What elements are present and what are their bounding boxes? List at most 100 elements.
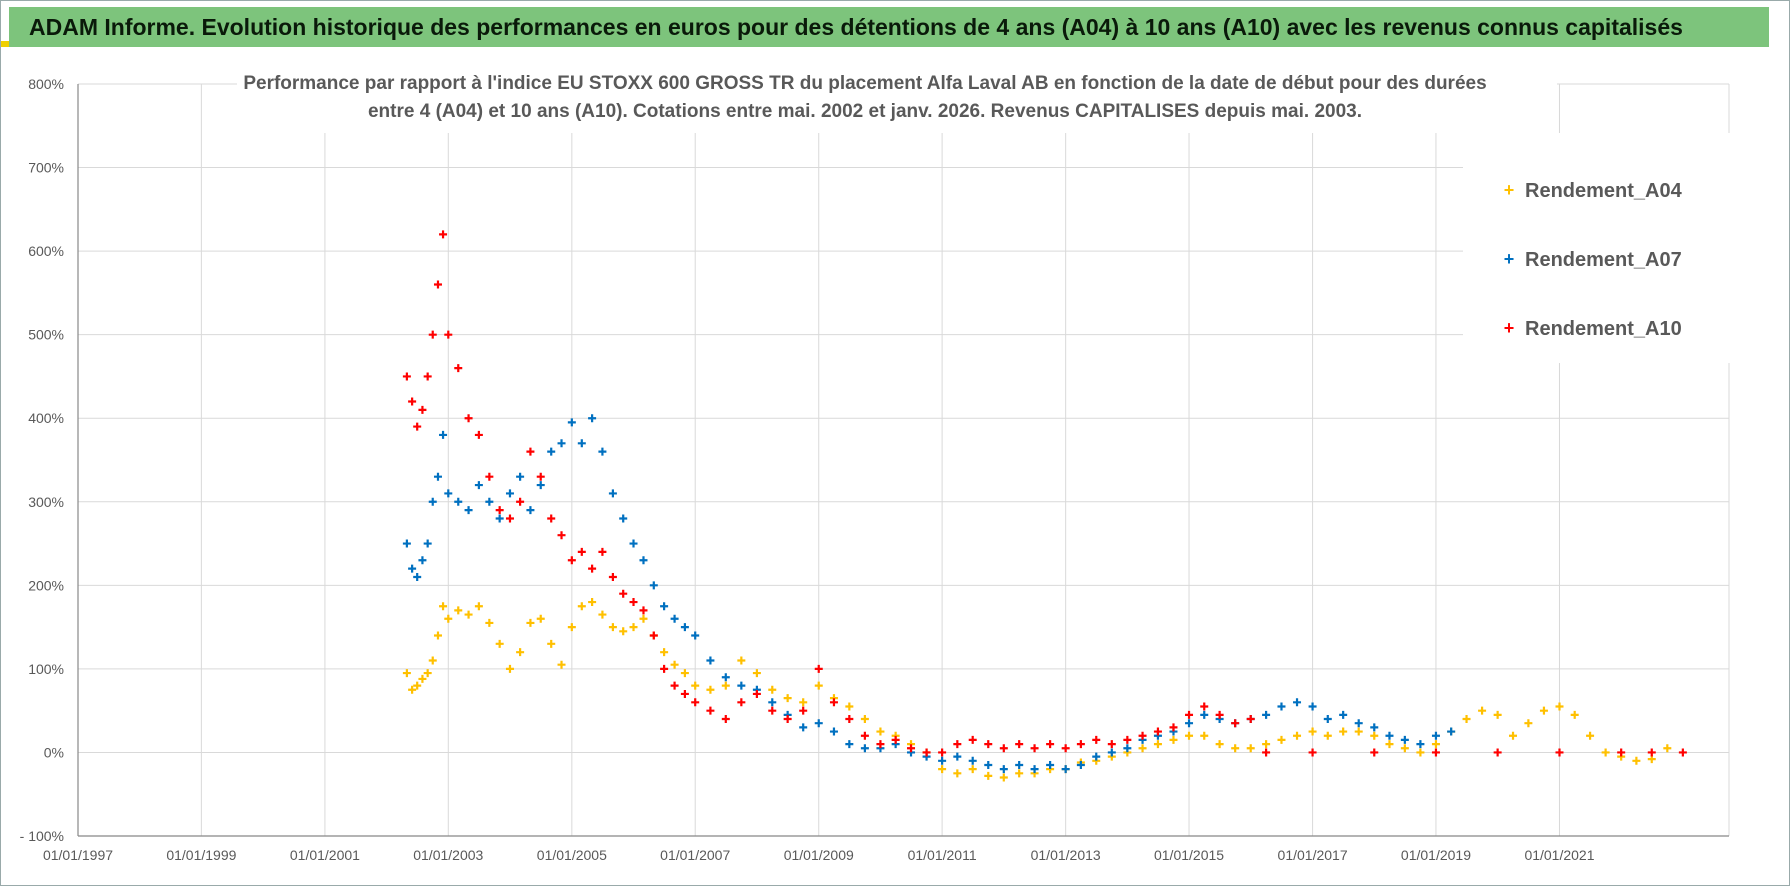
data-point <box>670 681 679 690</box>
data-point <box>598 610 607 619</box>
data-point <box>876 740 885 749</box>
data-point <box>649 581 658 590</box>
data-point <box>557 439 566 448</box>
data-point <box>999 744 1008 753</box>
data-point <box>1015 740 1024 749</box>
data-point <box>1647 755 1656 764</box>
data-point <box>845 715 854 724</box>
legend-item-a10[interactable]: + Rendement_A10 <box>1504 318 1682 340</box>
data-point <box>1169 735 1178 744</box>
data-point <box>505 664 514 673</box>
data-point <box>984 740 993 749</box>
data-point <box>408 685 417 694</box>
data-point <box>1246 744 1255 753</box>
data-point <box>860 731 869 740</box>
data-point <box>1493 748 1502 757</box>
data-point <box>1308 702 1317 711</box>
data-point <box>598 447 607 456</box>
data-point <box>1339 710 1348 719</box>
data-point <box>639 556 648 565</box>
x-tick-label: 01/01/2009 <box>784 847 854 863</box>
data-point <box>1323 715 1332 724</box>
data-point <box>1647 748 1656 757</box>
data-point <box>433 472 442 481</box>
legend-marker-a04: + <box>1504 180 1515 200</box>
data-point <box>639 606 648 615</box>
x-tick-label: 01/01/2015 <box>1154 847 1224 863</box>
data-point <box>608 489 617 498</box>
legend-item-a07[interactable]: + Rendement_A07 <box>1504 249 1682 271</box>
data-point <box>907 744 916 753</box>
data-point <box>860 744 869 753</box>
chart-legend[interactable]: + Rendement_A04 + Rendement_A07 + Rendem… <box>1463 133 1733 363</box>
data-point <box>984 771 993 780</box>
data-point <box>629 539 638 548</box>
data-point <box>691 698 700 707</box>
y-tick-label: 800% <box>28 76 64 92</box>
data-point <box>474 481 483 490</box>
series-a10 <box>402 230 1687 757</box>
data-point <box>526 447 535 456</box>
chart-title-line-1: Performance par rapport à l'indice EU ST… <box>243 73 1486 94</box>
data-point <box>814 719 823 728</box>
data-point <box>1555 748 1564 757</box>
data-point <box>1663 744 1672 753</box>
data-point <box>1015 760 1024 769</box>
data-point <box>1400 735 1409 744</box>
data-point <box>752 689 761 698</box>
data-point <box>660 664 669 673</box>
data-point <box>953 752 962 761</box>
data-point <box>1015 769 1024 778</box>
data-point <box>526 506 535 515</box>
data-point <box>495 514 504 523</box>
data-point <box>474 602 483 611</box>
data-point <box>526 618 535 627</box>
data-point <box>516 472 525 481</box>
y-tick-label: 400% <box>28 410 64 426</box>
data-point <box>1478 706 1487 715</box>
data-point <box>1200 731 1209 740</box>
x-tick-label: 01/01/2005 <box>537 847 607 863</box>
x-axis-tick-labels: 01/01/1997 01/01/1999 01/01/2001 01/01/2003… <box>43 847 1595 863</box>
data-point <box>953 740 962 749</box>
data-point <box>1092 735 1101 744</box>
data-point <box>953 769 962 778</box>
series-a07 <box>402 414 1456 774</box>
data-point <box>829 698 838 707</box>
data-point <box>1385 740 1394 749</box>
data-point <box>428 497 437 506</box>
data-point <box>1215 710 1224 719</box>
data-point <box>1601 748 1610 757</box>
data-point <box>680 623 689 632</box>
data-point <box>768 685 777 694</box>
data-point <box>670 614 679 623</box>
data-point <box>1262 748 1271 757</box>
x-tick-label: 01/01/2019 <box>1401 847 1471 863</box>
data-point <box>1200 710 1209 719</box>
data-point <box>402 669 411 678</box>
data-point <box>1617 748 1626 757</box>
data-point <box>706 656 715 665</box>
legend-label-a04: Rendement_A04 <box>1525 180 1683 202</box>
data-point <box>1138 744 1147 753</box>
data-point <box>639 614 648 623</box>
data-point <box>845 702 854 711</box>
data-point <box>768 706 777 715</box>
data-point <box>799 698 808 707</box>
data-point <box>1046 740 1055 749</box>
x-tick-label: 01/01/1999 <box>166 847 236 863</box>
legend-item-a04[interactable]: + Rendement_A04 <box>1504 180 1683 202</box>
y-tick-label: 0% <box>44 744 64 760</box>
series-a04 <box>402 598 1672 782</box>
data-point <box>1185 731 1194 740</box>
x-tick-label: 01/01/1997 <box>43 847 113 863</box>
data-point <box>1293 731 1302 740</box>
data-point <box>968 735 977 744</box>
data-point <box>783 715 792 724</box>
data-point <box>588 564 597 573</box>
data-point <box>999 773 1008 782</box>
data-point <box>1323 731 1332 740</box>
data-point <box>1555 702 1564 711</box>
data-point <box>577 547 586 556</box>
data-point <box>691 631 700 640</box>
